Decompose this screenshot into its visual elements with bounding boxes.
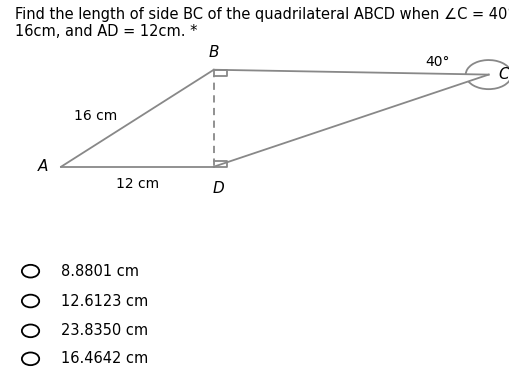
Text: B: B — [209, 45, 219, 60]
Text: 16cm, and AD = 12cm. *: 16cm, and AD = 12cm. * — [15, 24, 198, 39]
Text: 40°: 40° — [426, 56, 450, 69]
Text: 16 cm: 16 cm — [74, 109, 117, 123]
Text: Find the length of side BC of the quadrilateral ABCD when ∠C = 40°, AB =: Find the length of side BC of the quadri… — [15, 7, 509, 22]
Text: A: A — [38, 159, 48, 174]
Text: 16.4642 cm: 16.4642 cm — [61, 351, 148, 366]
Text: D: D — [213, 181, 225, 196]
Text: C: C — [499, 67, 509, 82]
Text: 23.8350 cm: 23.8350 cm — [61, 323, 148, 338]
Text: 12 cm: 12 cm — [116, 177, 159, 191]
Text: 8.8801 cm: 8.8801 cm — [61, 264, 139, 279]
Text: 12.6123 cm: 12.6123 cm — [61, 294, 148, 308]
